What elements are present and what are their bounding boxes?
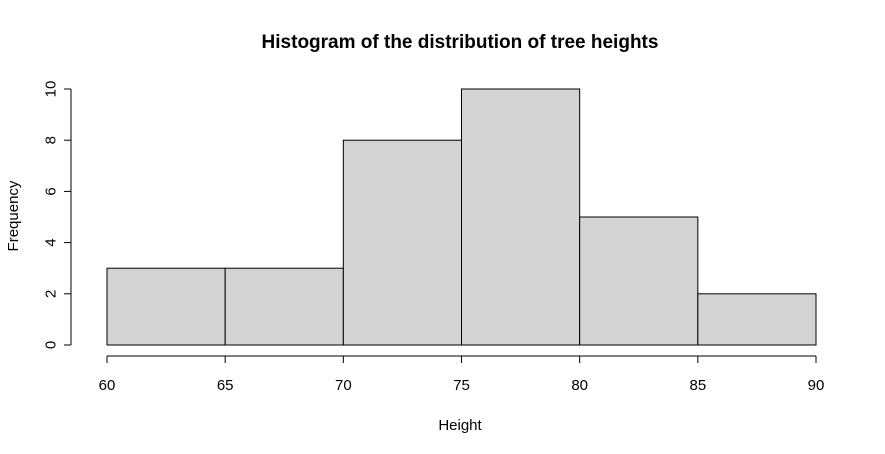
histogram-bar (342, 139, 463, 346)
y-tick-label: 8 (43, 136, 60, 144)
x-tick-label: 80 (571, 377, 588, 394)
x-tick-label: 75 (453, 377, 470, 394)
histogram-bar (697, 293, 817, 346)
x-tick-label: 60 (99, 377, 116, 394)
x-tick-label: 85 (689, 377, 706, 394)
histogram-bar (579, 216, 699, 346)
y-tick-label: 4 (43, 238, 60, 246)
y-tick-label: 6 (43, 187, 60, 195)
bars-group (106, 88, 817, 346)
y-tick-label: 10 (43, 81, 60, 98)
x-axis-label: Height (438, 417, 482, 434)
x-tick-label: 90 (808, 377, 825, 394)
y-axis: 0 2 4 6 8 10 (43, 81, 72, 349)
histogram-bar (224, 267, 344, 346)
x-axis: 60 65 70 75 80 85 90 (99, 355, 825, 394)
y-tick-label: 0 (43, 341, 60, 349)
x-tick-label: 65 (217, 377, 234, 394)
histogram-bar (106, 267, 226, 346)
y-tick-label: 2 (43, 290, 60, 298)
chart-title: Histogram of the distribution of tree he… (262, 32, 659, 53)
x-tick-label: 70 (335, 377, 352, 394)
histogram-bar (461, 88, 581, 346)
y-axis-label: Frequency (5, 180, 22, 251)
